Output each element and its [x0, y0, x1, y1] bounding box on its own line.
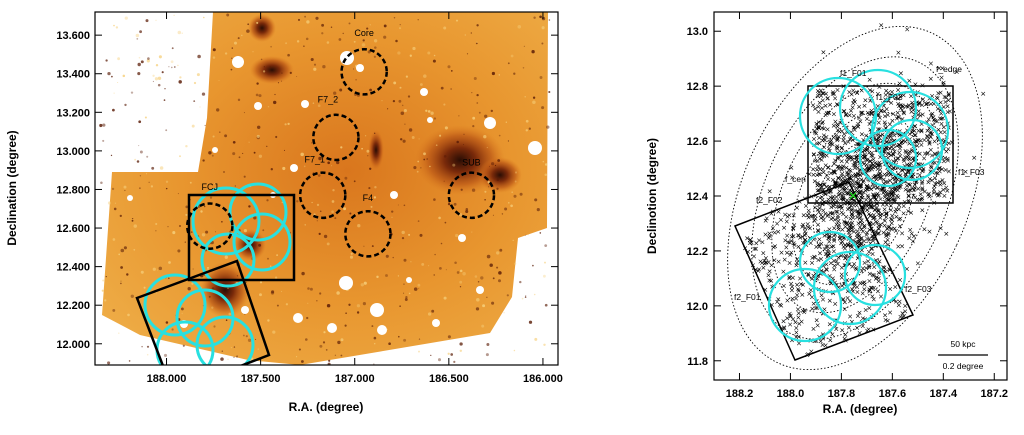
label-f1-f01: f1_F01	[840, 68, 867, 78]
cyan-fields	[143, 182, 292, 365]
field-label: SUB	[462, 157, 481, 167]
left-ytick-label: 12.400	[56, 262, 90, 274]
tilted-box	[135, 259, 271, 365]
left-ytick-label: 12.200	[56, 300, 90, 312]
field-circle-sub	[447, 171, 496, 220]
right-ytick-label: 12.4	[687, 191, 709, 203]
left-ytick-label: 12.600	[56, 223, 90, 235]
right-panel: ✕ f1_F01 f1_F02 f_edge f_cen f1_F03 f2_F…	[645, 11, 1008, 416]
field-circle-f7-1	[298, 171, 347, 220]
left-ytick-label: 12.800	[56, 184, 90, 196]
right-xtick-label: 188.2	[726, 388, 754, 400]
field-label: F7_2	[318, 94, 339, 104]
right-ytick-label: 12.8	[687, 81, 708, 93]
left-ytick-label: 12.000	[56, 339, 90, 351]
right-ylabel: Declinotion (degree)	[645, 138, 659, 254]
field-circle-core	[340, 47, 388, 96]
left-ytick-label: 13.200	[56, 107, 90, 119]
right-xtick-label: 187.6	[879, 388, 907, 400]
right-ytick-label: 11.8	[687, 356, 708, 368]
galaxy-blob	[368, 130, 384, 170]
left-xtick-label: 187.000	[335, 373, 375, 385]
right-ticks: 188.2 188.0 187.8 187.6 187.4 187.2 11.8 12.0 12…	[687, 12, 1008, 400]
field-circle-f7-2	[312, 113, 360, 162]
galaxy-blob	[248, 14, 276, 42]
right-xlabel: R.A. (degree)	[823, 402, 898, 416]
scale-top-label: 50 kpc	[950, 339, 976, 349]
label-f2-f03: f2_F03	[905, 284, 932, 294]
left-xtick-label: 186.500	[429, 373, 469, 385]
left-xtick-label: 187.500	[241, 373, 281, 385]
right-xtick-label: 187.8	[828, 388, 856, 400]
left-ytick-label: 13.600	[56, 30, 90, 42]
f1-box	[807, 85, 954, 204]
left-axes-frame	[94, 11, 559, 366]
left-panel: Core F7_2 F7_1 F4 SUB FCJ 188.000 187.500 187.0…	[5, 11, 563, 414]
right-xtick-label: 188.0	[777, 388, 805, 400]
left-ylabel: Declination (degree)	[5, 130, 19, 245]
right-ytick-label: 13.0	[687, 26, 708, 38]
left-xlabel: R.A. (degree)	[289, 400, 364, 414]
galaxy-blob	[250, 56, 294, 84]
label-f-edge: f_edge	[936, 64, 962, 74]
right-ytick-label: 12.0	[687, 301, 708, 313]
left-xtick-label: 186.000	[523, 373, 563, 385]
field-label: Core	[354, 28, 374, 38]
left-ticks: 188.000 187.500 187.000 186.500 186.000 12.00…	[56, 12, 563, 385]
label-f2-f02: f2_F02	[756, 195, 783, 205]
right-xtick-label: 187.4	[930, 388, 958, 400]
label-f1-f03: f1_F03	[958, 167, 985, 177]
right-xtick-label: 187.2	[980, 388, 1008, 400]
field-circle-fcj	[185, 202, 234, 250]
left-xtick-label: 188.000	[147, 373, 187, 385]
scale-bottom-label: 0.2 degree	[943, 361, 984, 371]
left-ytick-label: 13.400	[56, 69, 90, 81]
label-f-cen: f_cen	[785, 174, 806, 184]
f2-box	[733, 181, 915, 361]
dashed-fields: Core F7_2 F7_1 F4 SUB FCJ	[185, 28, 496, 258]
left-ytick-label: 13.000	[56, 146, 90, 158]
right-ytick-label: 12.2	[687, 246, 708, 258]
field-label: F7_1	[304, 154, 325, 164]
cyan-fields-right	[767, 68, 950, 343]
image-noise	[99, 13, 551, 365]
field-label: FCJ	[202, 182, 219, 192]
right-ytick-label: 12.6	[687, 136, 708, 148]
label-f2-f01: f2_F01	[734, 292, 761, 302]
center-marker: ✕	[848, 189, 858, 203]
field-label: F4	[363, 193, 374, 203]
label-f1-f02: f1_F02	[876, 92, 903, 102]
galaxy-blob	[478, 157, 522, 193]
field-circle-f4	[344, 209, 392, 258]
